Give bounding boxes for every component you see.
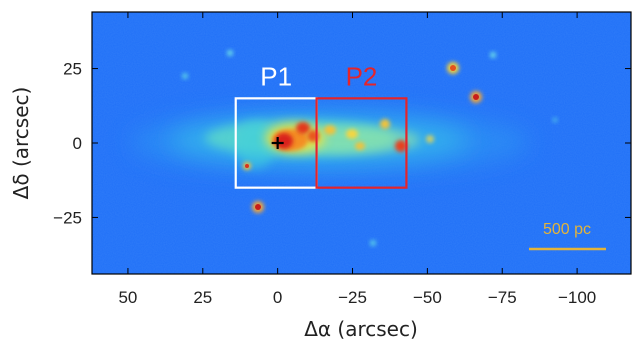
y-tick-label: −25 [53, 208, 82, 227]
x-tick-label: −75 [488, 288, 517, 307]
region-label-p1: P1 [260, 61, 292, 91]
y-tick-label: 0 [73, 134, 82, 153]
x-tick-label: −25 [338, 288, 367, 307]
scale-bar: 500 pc [529, 221, 606, 251]
y-axis: 25 0 −25 [53, 60, 631, 227]
y-tick-label: 25 [63, 60, 82, 79]
y-axis-title: Δδ (arcsec) [9, 87, 33, 200]
x-tick-label: 25 [193, 288, 212, 307]
x-tick-label: 0 [273, 288, 282, 307]
x-axis-title: Δα (arcsec) [304, 317, 418, 341]
x-tick-label: 50 [118, 288, 137, 307]
region-label-p2: P2 [346, 61, 378, 91]
region-box-p2 [315, 97, 408, 189]
x-axis: 50 25 0 −25 −50 −75 −100 [118, 12, 596, 307]
nucleus-cross-marker [271, 137, 284, 149]
image-panel [92, 12, 631, 274]
scale-bar-label: 500 pc [543, 221, 591, 238]
field-stars [182, 50, 558, 246]
x-tick-label: −100 [558, 288, 596, 307]
galaxy-disk [130, 110, 530, 174]
region-boxes: P1 P2 [234, 61, 408, 189]
x-tick-label: −50 [413, 288, 442, 307]
